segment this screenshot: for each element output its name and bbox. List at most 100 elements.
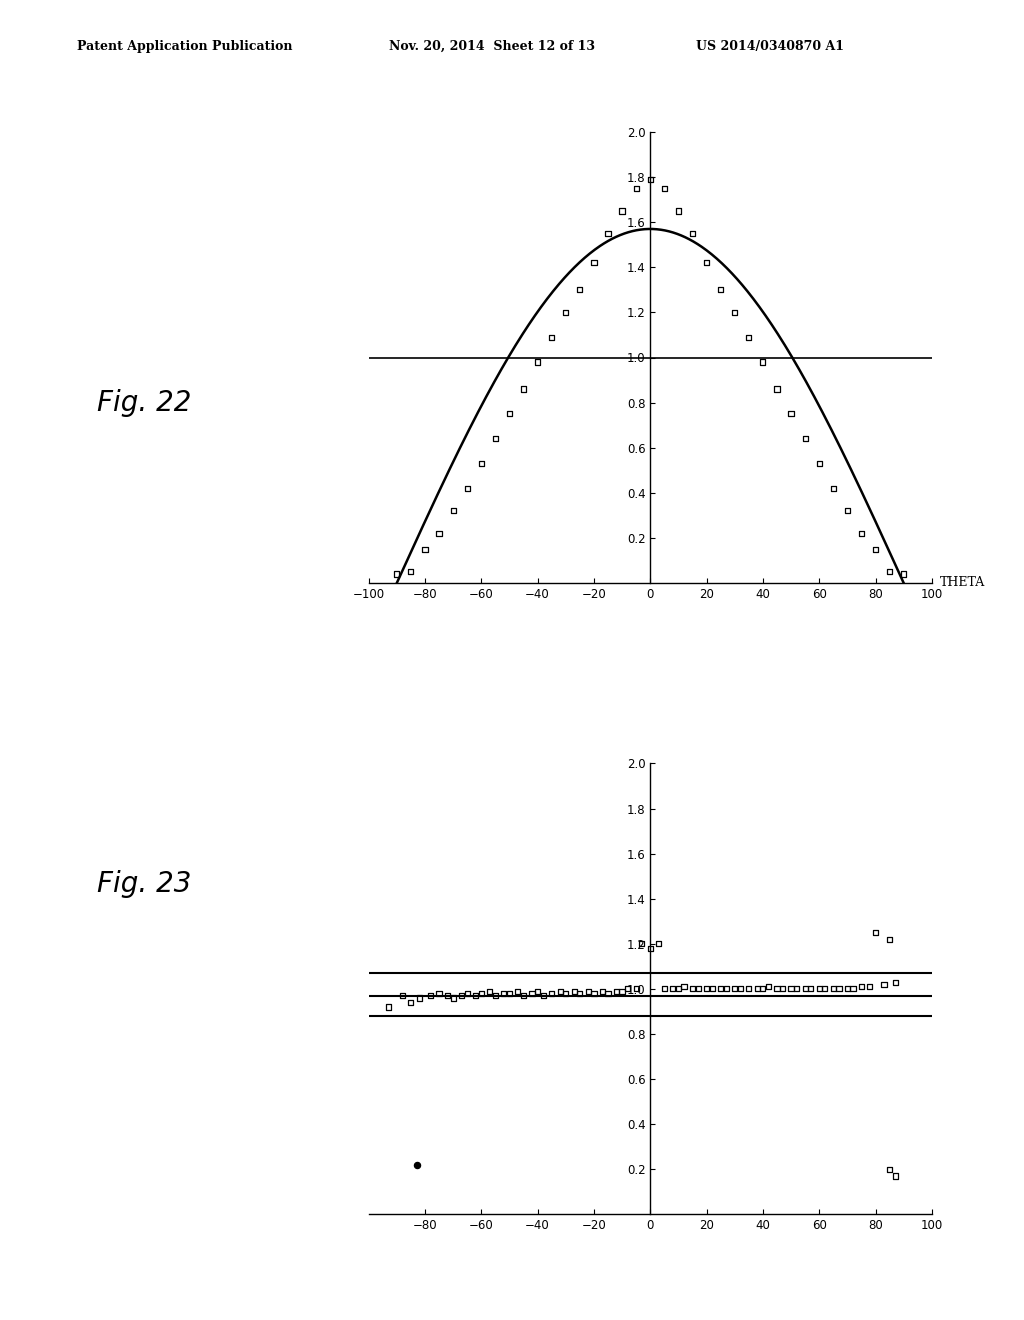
Point [557,983,573,1005]
Point [487,985,504,1006]
Point [439,985,456,1006]
Text: THETA: THETA [940,577,985,590]
Point [882,929,898,950]
Point [444,987,461,1008]
Point [459,983,475,1005]
Point [422,985,438,1006]
Point [586,252,602,273]
Point [774,978,791,999]
Point [840,500,856,521]
Point [402,561,419,582]
Point [830,978,847,999]
Point [467,985,484,1006]
Point [713,280,729,301]
Point [670,201,686,222]
Point [887,1166,903,1187]
Point [566,981,583,1002]
Point [580,981,596,1002]
Point [684,223,700,244]
Point [620,978,636,999]
Point [882,561,898,582]
Point [642,937,658,958]
Point [515,985,531,1006]
Point [882,1159,898,1180]
Point [853,975,869,997]
Point [402,991,419,1012]
Point [388,564,404,585]
Point [600,983,616,1005]
Text: Patent Application Publication: Patent Application Publication [77,40,292,53]
Point [769,379,785,400]
Point [431,983,447,1005]
Point [876,974,892,995]
Point [845,978,861,999]
Point [481,981,498,1002]
Point [656,978,673,999]
Point [740,326,757,347]
Point [676,975,692,997]
Point [594,981,610,1002]
Point [459,478,475,499]
Text: Fig. 23: Fig. 23 [97,870,191,899]
Point [811,453,827,474]
Point [853,523,869,544]
Point [755,978,771,999]
Point [634,933,650,954]
Point [417,539,433,560]
Point [797,428,813,449]
Point [811,978,827,999]
Point [544,326,560,347]
Point [515,379,531,400]
Point [769,978,785,999]
Point [760,975,777,997]
Point [614,201,631,222]
Point [782,978,799,999]
Point [797,978,813,999]
Point [535,985,551,1006]
Point [473,983,489,1005]
Text: Fig. 22: Fig. 22 [97,388,191,417]
Point [510,981,526,1002]
Point [665,978,681,999]
Point [713,978,729,999]
Point [411,987,428,1008]
Point [502,983,517,1005]
Point [867,921,884,942]
Point [628,178,644,199]
Point [586,983,602,1005]
Point [718,978,734,999]
Point [529,351,546,372]
Point [887,972,903,993]
Point [608,981,625,1002]
Point [394,985,411,1006]
Point [473,453,489,474]
Point [840,978,856,999]
Text: Nov. 20, 2014  Sheet 12 of 13: Nov. 20, 2014 Sheet 12 of 13 [389,40,595,53]
Point [803,978,819,999]
Point [409,1154,425,1175]
Point [740,978,757,999]
Point [544,983,560,1005]
Point [825,478,842,499]
Point [571,280,588,301]
Point [698,978,715,999]
Point [502,404,517,425]
Point [867,539,884,560]
Point [755,351,771,372]
Point [628,978,644,999]
Point [454,985,470,1006]
Point [650,933,667,954]
Point [487,428,504,449]
Point [684,978,700,999]
Point [444,500,461,521]
Point [670,978,686,999]
Point [523,983,541,1005]
Point [380,997,396,1018]
Point [496,983,512,1005]
Point [552,981,568,1002]
Point [557,302,573,323]
Point [825,978,842,999]
Point [642,169,658,190]
Point [732,978,749,999]
Point [600,223,616,244]
